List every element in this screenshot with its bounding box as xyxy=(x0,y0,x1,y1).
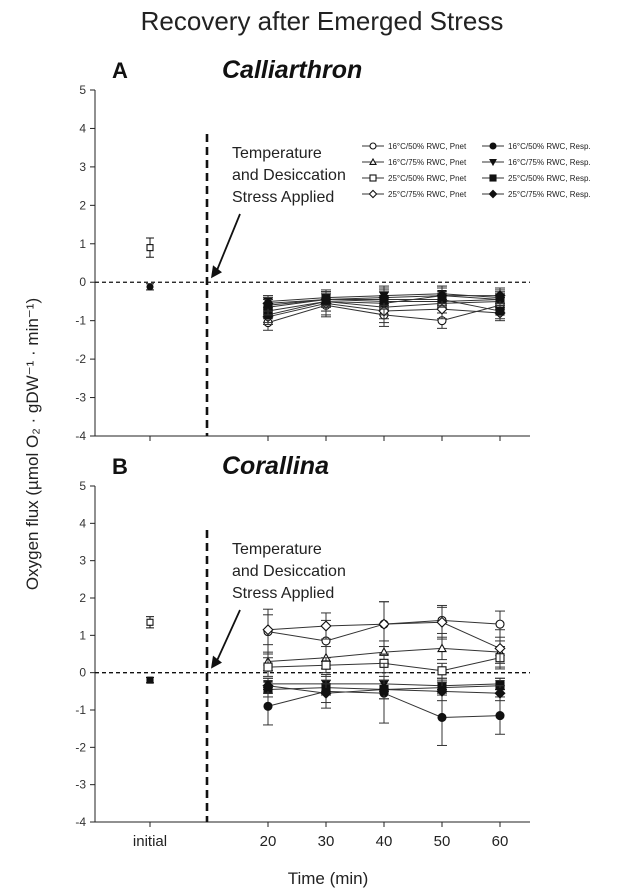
y-tick-label: 1 xyxy=(79,237,86,251)
legend-entry: 25°C/75% RWC, Pnet xyxy=(388,190,467,199)
data-point xyxy=(320,687,332,699)
legend-marker xyxy=(369,174,377,182)
data-point xyxy=(262,297,274,309)
annotation-arrowhead xyxy=(211,265,222,279)
initial-point xyxy=(146,618,154,626)
legend-marker xyxy=(368,189,378,199)
series-4 xyxy=(263,662,505,746)
x-tick-label: 30 xyxy=(318,833,335,850)
y-tick-label: 1 xyxy=(79,628,86,642)
legend-entry: 16°C/50% RWC, Pnet xyxy=(388,142,467,151)
data-point xyxy=(262,680,274,692)
annotation-arrow xyxy=(216,609,241,662)
annotation-line: Stress Applied xyxy=(232,585,334,602)
y-tick-label: 0 xyxy=(79,275,86,289)
legend-entry: 16°C/50% RWC, Resp. xyxy=(508,142,591,151)
data-point xyxy=(321,660,331,670)
data-point xyxy=(378,292,390,304)
panel-letter: A xyxy=(112,58,128,83)
y-tick-label: 0 xyxy=(79,666,86,680)
legend-marker xyxy=(369,157,377,165)
initial-point xyxy=(146,676,154,684)
annotation-arrow xyxy=(216,213,241,271)
legend-entry: 16°C/75% RWC, Resp. xyxy=(508,158,591,167)
data-point xyxy=(494,687,506,699)
panel-letter: B xyxy=(112,454,128,479)
initial-point xyxy=(146,283,154,291)
data-point xyxy=(495,711,505,721)
y-tick-label: -4 xyxy=(75,429,86,443)
y-tick-label: 3 xyxy=(79,160,86,174)
annotation-line: and Desiccation xyxy=(232,167,346,184)
annotation-line: Temperature xyxy=(232,145,322,162)
data-point xyxy=(320,620,332,632)
panel-b: -4 -3 -2 -1 0 1 2 3 4 5 initial 20 30 40 50 60 B Corallin… xyxy=(75,452,530,850)
data-point xyxy=(437,643,447,653)
y-tick-label: 5 xyxy=(79,479,86,493)
annotation-line: Stress Applied xyxy=(232,189,334,206)
y-tick-label: 3 xyxy=(79,554,86,568)
legend-entry: 25°C/50% RWC, Pnet xyxy=(388,174,467,183)
y-tick-label: -3 xyxy=(75,778,86,792)
legend-entry: 16°C/75% RWC, Pnet xyxy=(388,158,467,167)
legend-marker xyxy=(489,159,497,167)
legend: 16°C/50% RWC, Pnet 16°C/75% RWC, Pnet 25°C… xyxy=(362,142,591,199)
y-tick-label: -1 xyxy=(75,703,86,717)
data-point xyxy=(378,683,390,696)
y-tick-label: -2 xyxy=(75,352,86,366)
x-axis-label: Time (min) xyxy=(288,869,369,888)
panel-a: -4 -3 -2 -1 0 1 2 3 4 5 A Calliarthron Temperature an… xyxy=(75,56,590,443)
annotation-arrowhead xyxy=(211,655,222,669)
data-point xyxy=(436,616,448,628)
panel-title: Calliarthron xyxy=(222,56,362,84)
data-point xyxy=(263,701,273,711)
figure-title: Recovery after Emerged Stress xyxy=(141,6,504,36)
legend-marker xyxy=(369,142,377,150)
legend-entry: 25°C/50% RWC, Resp. xyxy=(508,174,591,183)
y-tick-label: -3 xyxy=(75,391,86,405)
panel-title: Corallina xyxy=(222,452,329,480)
annotation-line: and Desiccation xyxy=(232,563,346,580)
x-tick-label: 40 xyxy=(376,833,393,850)
legend-marker xyxy=(489,142,497,150)
y-tick-label: -2 xyxy=(75,740,86,754)
data-point xyxy=(436,685,448,697)
y-tick-label: 2 xyxy=(79,198,86,212)
data-point xyxy=(436,290,448,302)
series-7 xyxy=(262,677,506,704)
data-point xyxy=(262,624,274,636)
data-point xyxy=(495,619,505,629)
y-tick-label: 2 xyxy=(79,591,86,605)
x-tick-label: initial xyxy=(133,833,167,850)
data-point xyxy=(263,662,273,672)
panels: -4 -3 -2 -1 0 1 2 3 4 5 A Calliarthron Temperature an… xyxy=(75,56,590,850)
x-tick-label: 20 xyxy=(260,833,277,850)
series-7 xyxy=(262,287,506,312)
y-tick-label: 4 xyxy=(79,121,86,135)
data-point xyxy=(320,293,332,306)
legend-marker xyxy=(489,174,497,182)
data-point xyxy=(494,642,506,654)
data-point xyxy=(494,290,506,302)
data-point xyxy=(437,666,447,676)
y-tick-label: 4 xyxy=(79,516,86,530)
legend-marker xyxy=(488,189,498,199)
annotation-line: Temperature xyxy=(232,541,322,558)
data-point xyxy=(437,712,447,723)
data-point xyxy=(495,306,505,316)
y-tick-label: -4 xyxy=(75,815,86,829)
x-tick-label: 50 xyxy=(434,833,451,850)
series-3 xyxy=(262,601,506,668)
x-tick-label: 60 xyxy=(492,833,509,850)
y-tick-label: 5 xyxy=(79,83,86,97)
legend-entry: 25°C/75% RWC, Resp. xyxy=(508,190,591,199)
initial-point xyxy=(146,244,154,252)
y-axis-label: Oxygen flux (µmol O₂ · gDW⁻¹ · min⁻¹) xyxy=(23,298,42,590)
data-point xyxy=(378,618,390,630)
y-tick-label: -1 xyxy=(75,314,86,328)
